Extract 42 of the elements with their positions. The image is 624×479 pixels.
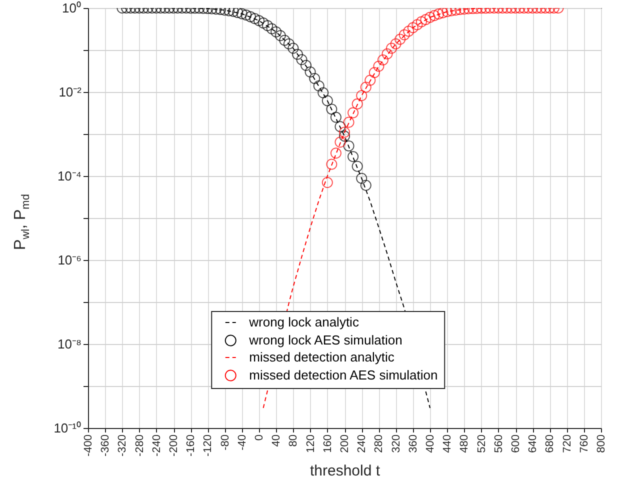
legend-label: wrong lock analytic: [248, 314, 360, 330]
x-axis-title: threshold t: [310, 462, 381, 479]
legend-label: wrong lock AES simulation: [248, 332, 402, 348]
x-tick-label: -200: [168, 434, 180, 457]
x-tick-label: 720: [561, 434, 574, 453]
x-tick-label: -280: [134, 434, 146, 457]
x-tick-label: -40: [236, 434, 248, 450]
y-tick-label: 10⁻⁴: [57, 168, 82, 184]
x-tick-label: 480: [458, 434, 471, 453]
x-tick-label: 80: [288, 434, 300, 447]
x-tick-label: 40: [270, 434, 283, 447]
x-tick-label: -240: [150, 434, 163, 457]
x-tick-label: 0: [254, 434, 266, 441]
x-tick-label: 400: [424, 434, 436, 453]
y-tick-label: 10⁰: [62, 0, 82, 16]
legend-label: missed detection analytic: [249, 350, 395, 364]
x-tick-label: 160: [322, 434, 334, 453]
x-tick-label: -400: [82, 434, 94, 457]
y-tick-label: 10⁻⁸: [58, 336, 82, 352]
x-tick-label: 360: [407, 434, 420, 453]
x-tick-label: 200: [339, 434, 351, 453]
y-tick-label: 10⁻²: [58, 84, 82, 100]
x-tick-label: 600: [510, 434, 522, 453]
x-tick-label: 520: [476, 434, 488, 453]
x-tick-label: 680: [544, 434, 556, 453]
y-tick-label: 10⁻¹⁰: [54, 420, 82, 436]
legend-label: missed detection AES simulation: [249, 368, 438, 382]
x-tick-label: -360: [100, 434, 112, 457]
x-tick-label: -160: [185, 434, 198, 457]
x-tick-label: 240: [356, 434, 368, 453]
x-tick-label: 800: [596, 434, 608, 453]
x-tick-label: 640: [527, 434, 540, 453]
x-tick-label: 320: [390, 434, 402, 453]
y-tick-label: 10⁻⁶: [58, 252, 82, 268]
x-tick-label: 560: [492, 434, 505, 453]
x-tick-label: -320: [116, 434, 129, 457]
x-tick-label: 440: [442, 434, 454, 453]
x-tick-label: 760: [578, 434, 590, 453]
x-tick-label: -80: [219, 434, 232, 450]
x-tick-label: 280: [373, 434, 386, 453]
x-tick-label: -120: [202, 434, 214, 457]
x-tick-label: 120: [304, 434, 317, 453]
